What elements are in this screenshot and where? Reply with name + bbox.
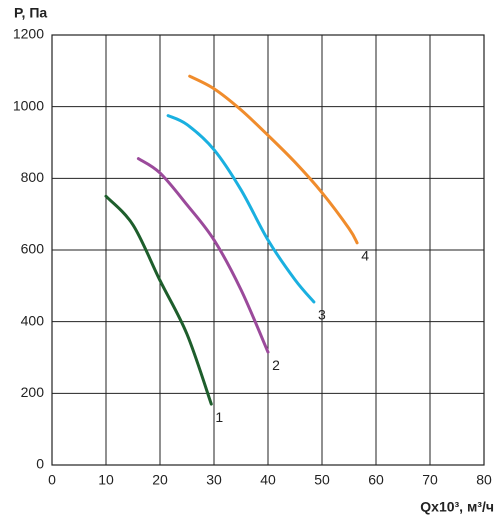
y-tick-label: 600 [21, 241, 45, 257]
curve-label: 2 [272, 357, 280, 373]
curve-label: 3 [318, 307, 326, 323]
y-tick-label: 1000 [13, 97, 44, 113]
y-tick-label: 0 [36, 456, 44, 472]
line [166, 114, 316, 304]
x-tick-label: 50 [314, 472, 330, 488]
x-tick-label: 10 [98, 472, 114, 488]
x-tick-label: 40 [260, 472, 276, 488]
x-tick-label: 70 [422, 472, 438, 488]
x-tick-label: 20 [152, 472, 168, 488]
x-tick-label: 0 [48, 472, 56, 488]
x-tick-label: 60 [368, 472, 384, 488]
y-tick-label: 200 [21, 384, 45, 400]
x-tick-label: 80 [476, 472, 492, 488]
y-tick-label: 1200 [13, 26, 44, 42]
line [136, 157, 270, 354]
x-axis-label: Qx10³, м³/ч [420, 499, 494, 515]
line [104, 194, 213, 406]
curve-label: 4 [361, 248, 369, 264]
plot-border [51, 34, 485, 466]
curve-label: 1 [215, 409, 223, 425]
line [188, 74, 359, 245]
x-tick-label: 30 [206, 472, 222, 488]
y-tick-label: 800 [21, 169, 45, 185]
y-tick-label: 400 [21, 312, 45, 328]
y-axis-label: P, Па [14, 5, 47, 21]
